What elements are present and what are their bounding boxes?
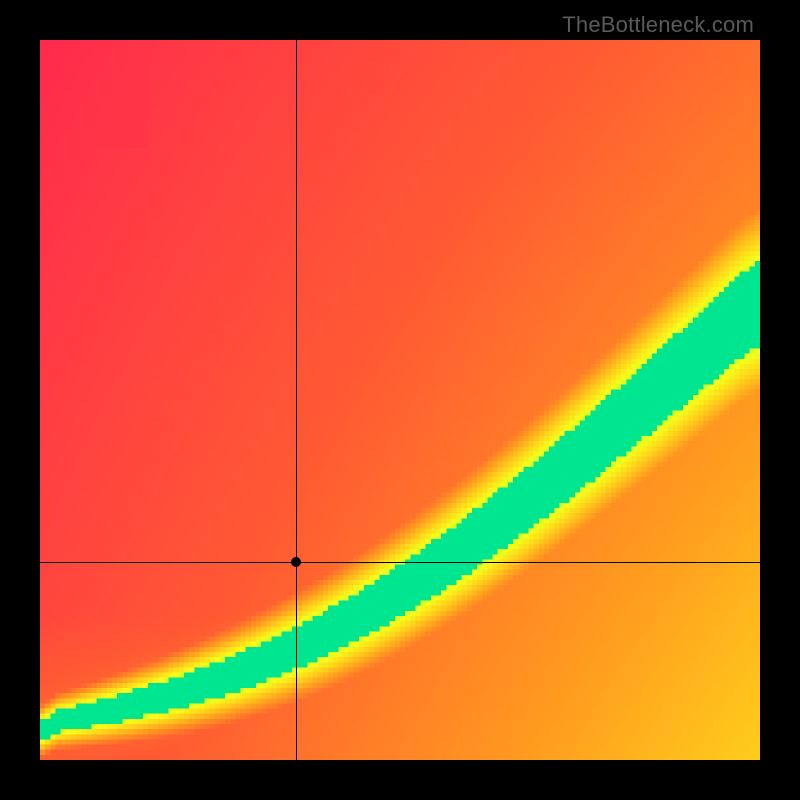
heatmap-canvas bbox=[40, 40, 760, 760]
watermark-text: TheBottleneck.com bbox=[562, 12, 754, 38]
plot-frame bbox=[40, 40, 760, 760]
